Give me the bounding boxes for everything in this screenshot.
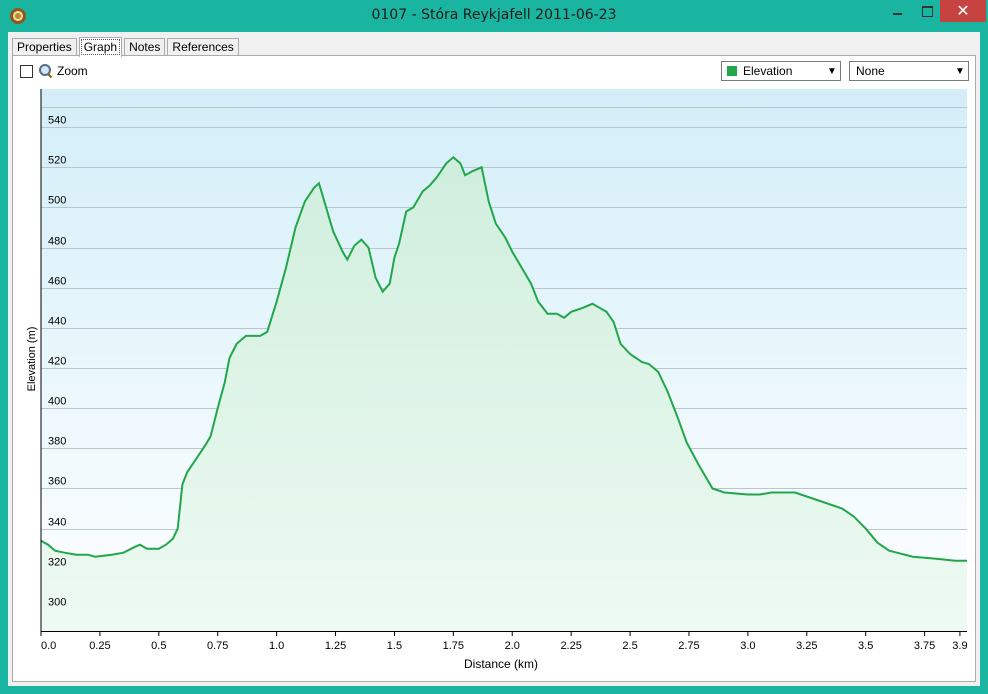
y-tick-label: 500	[48, 195, 66, 207]
y-tick-label: 460	[48, 276, 66, 288]
chevron-down-icon: ▼	[827, 65, 837, 77]
x-tick-label: 2.75	[678, 640, 699, 652]
title-bar[interactable]: 0107 - Stóra Reykjafell 2011-06-23 ✕	[0, 0, 988, 32]
tab-properties[interactable]: Properties	[12, 38, 77, 56]
elevation-area	[41, 157, 967, 632]
graph-panel: Zoom Elevation ▼ None ▼	[12, 55, 976, 682]
tab-graph[interactable]: Graph	[78, 37, 123, 57]
x-tick-label: 3.75	[914, 640, 935, 652]
x-tick-label: 0.5	[151, 640, 166, 652]
y-tick-label: 380	[48, 436, 66, 448]
y-tick-label: 400	[48, 396, 66, 408]
y-tick-label: 360	[48, 476, 66, 488]
close-icon: ✕	[956, 3, 970, 20]
x-tick-label: 0.0	[41, 640, 56, 652]
y-tick-label: 320	[48, 557, 66, 569]
zoom-toggle: Zoom	[20, 64, 88, 79]
x-tick-label: 1.5	[387, 640, 402, 652]
zoom-checkbox[interactable]	[20, 64, 33, 78]
series-select[interactable]: Elevation ▼	[721, 61, 841, 81]
series-select-value: Elevation	[743, 64, 793, 78]
x-axis-label: Distance (km)	[464, 657, 538, 671]
x-tick-label: 1.75	[443, 640, 464, 652]
y-axis-label: Elevation (m)	[26, 327, 38, 392]
secondary-select-value: None	[856, 64, 885, 78]
maximize-button[interactable]	[914, 0, 940, 22]
x-tick-label: 2.25	[560, 640, 581, 652]
tab-strip: Properties Graph Notes References	[12, 36, 241, 57]
window-title: 0107 - Stóra Reykjafell 2011-06-23	[371, 7, 617, 23]
chevron-down-icon: ▼	[955, 65, 965, 77]
minimize-button[interactable]	[880, 0, 914, 22]
client-area: Properties Graph Notes References Zoom E…	[8, 32, 980, 686]
elevation-line	[40, 155, 967, 562]
close-button[interactable]: ✕	[940, 0, 986, 22]
x-tick-label: 3.25	[796, 640, 817, 652]
minimize-icon	[892, 13, 902, 15]
secondary-series-select[interactable]: None ▼	[849, 61, 969, 81]
x-tick-label: 3.0	[740, 640, 755, 652]
x-tick-label: 2.5	[622, 640, 637, 652]
x-tick-label: 3.5	[858, 640, 873, 652]
y-tick-label: 300	[48, 597, 66, 609]
magnifier-icon	[39, 64, 53, 79]
x-tick-label: 1.0	[269, 640, 284, 652]
y-tick-label: 480	[48, 236, 66, 248]
app-logo-icon	[10, 8, 26, 24]
y-tick-label: 340	[48, 517, 66, 529]
y-tick-label: 440	[48, 316, 66, 328]
series-color-swatch	[727, 66, 737, 76]
maximize-icon	[921, 5, 933, 17]
x-tick-label: 1.25	[325, 640, 346, 652]
x-tick-label: 3.9	[952, 640, 967, 652]
zoom-label: Zoom	[57, 64, 88, 78]
elevation-chart: 300320340360380400420440460480500520540 …	[26, 89, 968, 671]
tab-notes[interactable]: Notes	[124, 38, 166, 56]
tab-references[interactable]: References	[167, 38, 239, 56]
y-tick-label: 540	[48, 115, 66, 127]
x-tick-label: 0.75	[207, 640, 228, 652]
x-tick-label: 2.0	[505, 640, 520, 652]
x-tick-label: 0.25	[89, 640, 110, 652]
y-tick-label: 520	[48, 155, 66, 167]
y-tick-label: 420	[48, 356, 66, 368]
